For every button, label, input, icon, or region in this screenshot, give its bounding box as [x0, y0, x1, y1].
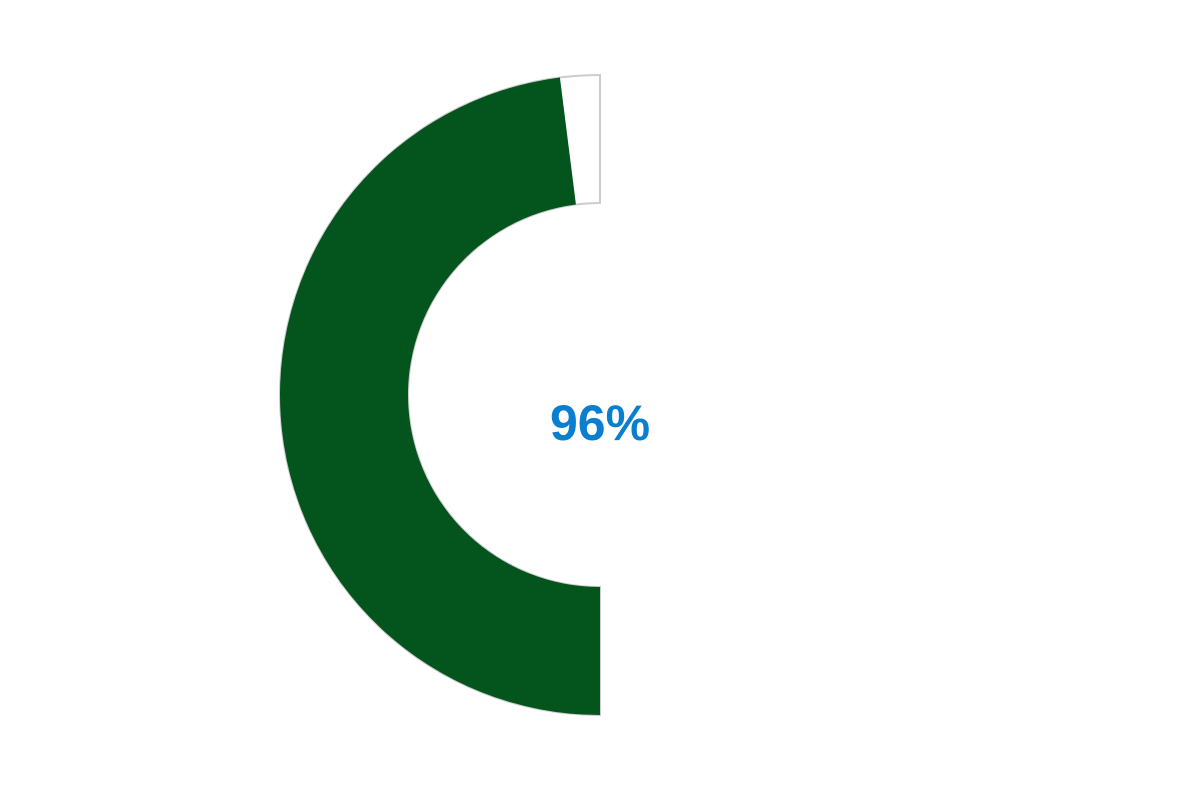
gauge-fill: [279, 77, 600, 715]
gauge-value-label: 96%: [550, 395, 650, 451]
